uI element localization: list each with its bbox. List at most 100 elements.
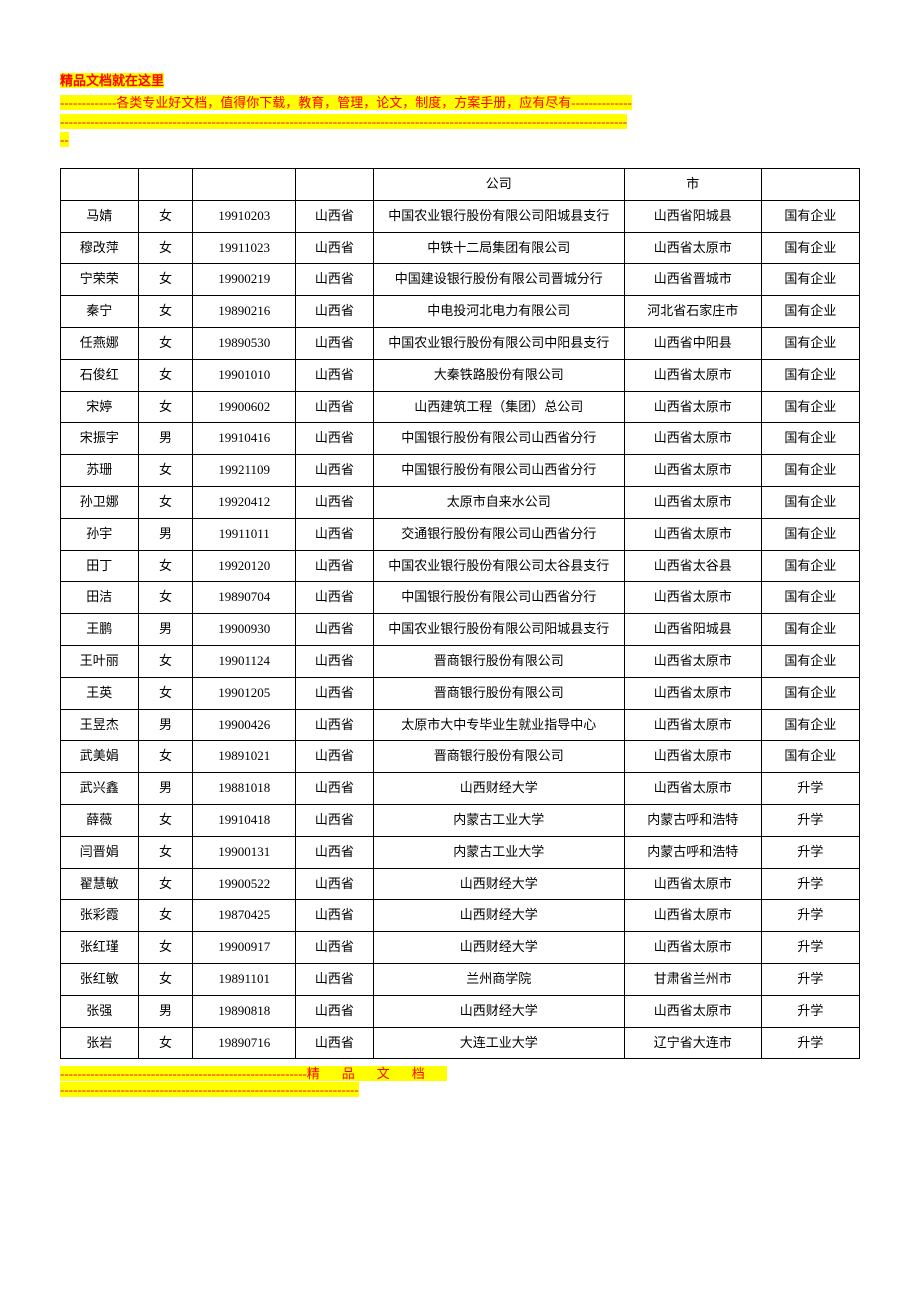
table-cell: 秦宁 [61,296,139,328]
table-row: 张岩女19890716山西省大连工业大学辽宁省大连市升学 [61,1027,860,1059]
table-cell: 任燕娜 [61,327,139,359]
table-cell: 女 [138,932,193,964]
table-cell: 男 [138,995,193,1027]
table-cell: 山西省 [296,423,374,455]
table-cell: 山西省太原市 [624,391,761,423]
table-cell: 山西省 [296,773,374,805]
table-cell: 山西省 [296,677,374,709]
table-cell: 国有企业 [761,582,859,614]
table-cell: 王叶丽 [61,645,139,677]
table-row: 张强男19890818山西省山西财经大学山西省太原市升学 [61,995,860,1027]
data-table: 公司市马婧女19910203山西省中国农业银行股份有限公司阳城县支行山西省阳城县… [60,168,860,1059]
footer-line1: ----------------------------------------… [60,1063,860,1082]
table-cell: 升学 [761,995,859,1027]
table-cell: 女 [138,296,193,328]
table-cell: 国有企业 [761,614,859,646]
table-cell: 国有企业 [761,741,859,773]
table-cell: 山西省太原市 [624,995,761,1027]
table-cell: 国有企业 [761,200,859,232]
table-cell: 国有企业 [761,709,859,741]
table-cell: 山西省太原市 [624,359,761,391]
table-cell: 山西财经大学 [373,932,624,964]
table-cell: 山西省晋城市 [624,264,761,296]
table-cell: 山西省太原市 [624,741,761,773]
header-title: 精品文档就在这里 [60,73,164,88]
table-cell: 内蒙古工业大学 [373,836,624,868]
table-cell: 张红敏 [61,963,139,995]
table-cell [296,169,374,201]
table-cell: 国有企业 [761,327,859,359]
table-row: 王叶丽女19901124山西省晋商银行股份有限公司山西省太原市国有企业 [61,645,860,677]
table-body: 公司市马婧女19910203山西省中国农业银行股份有限公司阳城县支行山西省阳城县… [61,169,860,1059]
table-cell: 苏珊 [61,455,139,487]
header-divider: ----------------------------------------… [60,114,860,130]
table-cell: 升学 [761,900,859,932]
table-cell: 大连工业大学 [373,1027,624,1059]
table-cell: 国有企业 [761,264,859,296]
table-cell: 晋商银行股份有限公司 [373,645,624,677]
table-cell: 19900426 [193,709,296,741]
table-cell: 山西省太原市 [624,486,761,518]
table-cell: 19910416 [193,423,296,455]
table-cell: 19911023 [193,232,296,264]
table-cell: 国有企业 [761,486,859,518]
table-cell: 19901205 [193,677,296,709]
table-cell: 宋振宇 [61,423,139,455]
table-cell: 男 [138,423,193,455]
table-cell: 女 [138,582,193,614]
table-cell: 兰州商学院 [373,963,624,995]
table-cell: 山西省 [296,995,374,1027]
table-row: 王昱杰男19900426山西省太原市大中专毕业生就业指导中心山西省太原市国有企业 [61,709,860,741]
table-cell: 19900522 [193,868,296,900]
table-cell: 国有企业 [761,518,859,550]
table-cell: 翟慧敏 [61,868,139,900]
table-row: 闫晋娟女19900131山西省内蒙古工业大学内蒙古呼和浩特升学 [61,836,860,868]
table-cell: 国有企业 [761,232,859,264]
table-cell: 19920412 [193,486,296,518]
table-cell: 中国农业银行股份有限公司中阳县支行 [373,327,624,359]
table-cell [193,169,296,201]
table-cell: 山西省 [296,709,374,741]
table-cell: 市 [624,169,761,201]
table-cell: 山西省 [296,550,374,582]
table-cell: 升学 [761,773,859,805]
table-cell: 田洁 [61,582,139,614]
table-cell: 河北省石家庄市 [624,296,761,328]
table-cell: 山西省太原市 [624,773,761,805]
table-cell: 山西省 [296,391,374,423]
table-cell: 山西省 [296,232,374,264]
table-cell: 19910418 [193,804,296,836]
table-cell: 甘肃省兰州市 [624,963,761,995]
table-row: 任燕娜女19890530山西省中国农业银行股份有限公司中阳县支行山西省中阳县国有… [61,327,860,359]
table-cell: 晋商银行股份有限公司 [373,677,624,709]
table-row: 穆改萍女19911023山西省中铁十二局集团有限公司山西省太原市国有企业 [61,232,860,264]
table-cell: 山西省 [296,518,374,550]
table-cell: 太原市自来水公司 [373,486,624,518]
table-cell: 山西省太原市 [624,423,761,455]
table-cell: 中铁十二局集团有限公司 [373,232,624,264]
table-cell: 王英 [61,677,139,709]
table-cell: 19890716 [193,1027,296,1059]
table-cell: 国有企业 [761,359,859,391]
table-cell: 国有企业 [761,645,859,677]
table-cell: 女 [138,391,193,423]
table-cell: 山西省 [296,1027,374,1059]
table-cell: 19900930 [193,614,296,646]
table-cell: 19901124 [193,645,296,677]
table-cell: 张强 [61,995,139,1027]
table-cell: 山西省 [296,200,374,232]
table-cell: 山西省阳城县 [624,614,761,646]
table-cell: 19910203 [193,200,296,232]
table-cell: 女 [138,550,193,582]
table-cell: 女 [138,836,193,868]
table-cell: 女 [138,900,193,932]
table-cell: 王昱杰 [61,709,139,741]
table-cell: 国有企业 [761,423,859,455]
table-cell: 升学 [761,804,859,836]
table-cell: 19890818 [193,995,296,1027]
table-cell: 国有企业 [761,391,859,423]
table-cell: 山西省太原市 [624,868,761,900]
table-cell: 张彩霞 [61,900,139,932]
table-cell: 19920120 [193,550,296,582]
table-row: 孙宇男19911011山西省交通银行股份有限公司山西省分行山西省太原市国有企业 [61,518,860,550]
